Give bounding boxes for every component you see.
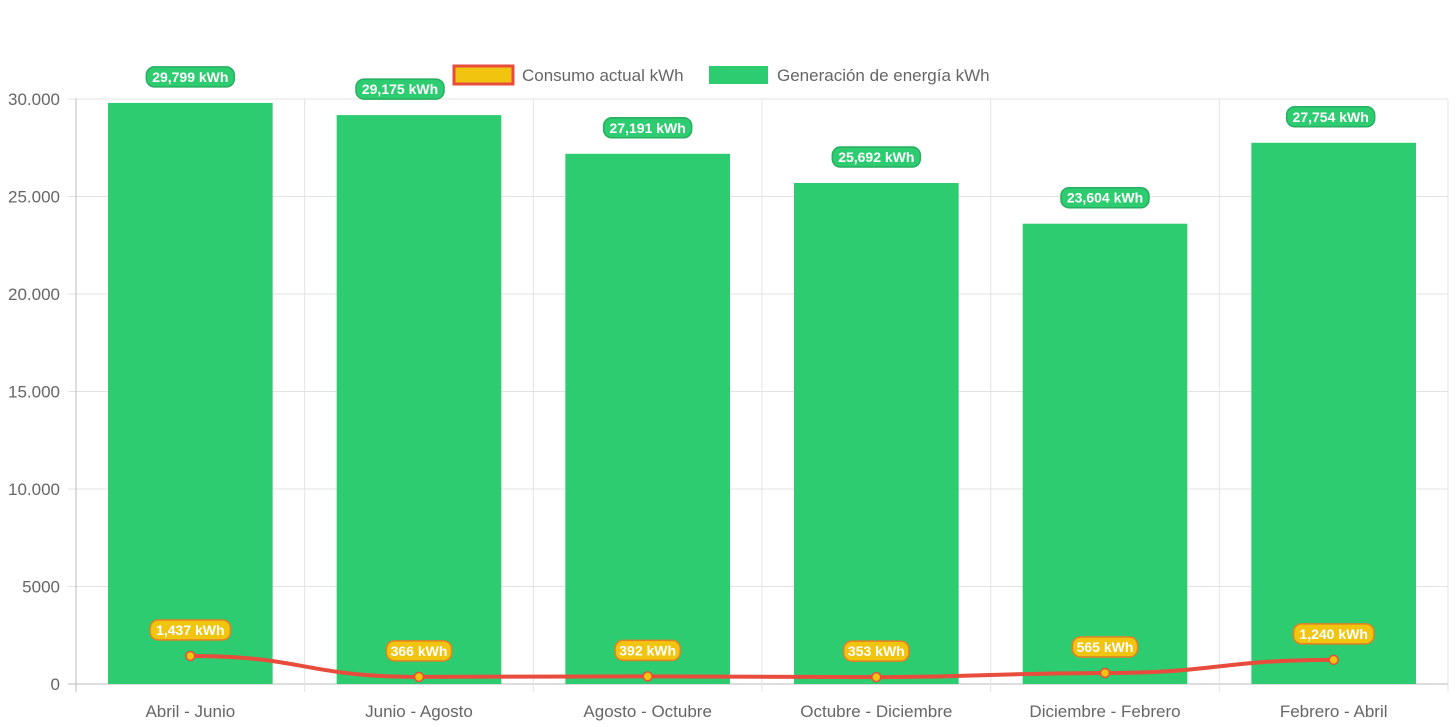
line-data-label-text: 565 kWh <box>1077 639 1134 655</box>
line-point[interactable] <box>185 650 196 662</box>
legend-item-generacion[interactable]: Generación de energía kWh <box>709 66 990 85</box>
bar-data-label: 23,604 kWh <box>1060 186 1150 209</box>
bar-data-label-bg <box>831 146 922 168</box>
y-tick-label: 15.000 <box>8 383 60 402</box>
line-data-label: 366 kWh <box>385 640 453 662</box>
bar-data-label-text: 27,191 kWh <box>610 120 686 136</box>
bar-data-label-bg <box>355 78 445 100</box>
y-tick-label: 5000 <box>22 578 60 597</box>
x-tick-label: Agosto - Octubre <box>583 702 712 721</box>
consumption-line <box>188 653 1336 680</box>
bar-data-label: 27,754 kWh <box>1285 106 1376 128</box>
bar-data-label-bg <box>145 66 236 88</box>
x-tick-label: Diciembre - Febrero <box>1029 702 1180 721</box>
bar-data-label: 29,799 kWh <box>145 66 236 88</box>
y-tick-label: 10.000 <box>8 480 60 499</box>
bar[interactable] <box>336 115 502 684</box>
bar-data-label-bg <box>602 117 693 139</box>
line-data-label-text: 1,240 kWh <box>1299 626 1367 642</box>
line-data-label-bg <box>1071 636 1139 658</box>
bar-data-label-text: 29,175 kWh <box>362 81 438 97</box>
x-tick-label: Febrero - Abril <box>1280 702 1388 721</box>
bar-data-label-text: 23,604 kWh <box>1067 190 1143 206</box>
bar[interactable] <box>1022 223 1188 685</box>
line-point[interactable] <box>1328 654 1339 666</box>
x-tick-label: Abril - Junio <box>145 702 235 721</box>
line-series <box>185 650 1339 683</box>
legend-item-consumo[interactable]: Consumo actual kWh <box>452 64 684 86</box>
bar-data-label-text: 27,754 kWh <box>1293 109 1369 125</box>
y-tick-label: 30.000 <box>8 90 60 109</box>
bar-data-label-bg <box>1060 186 1150 209</box>
legend-swatch-consumo <box>452 64 515 86</box>
bar-data-label: 25,692 kWh <box>831 146 922 168</box>
bar-data-label: 29,175 kWh <box>355 78 445 100</box>
y-axis: 0 5000 10.000 15.000 20.000 25.000 30.000 <box>8 90 60 694</box>
line-data-label: 392 kWh <box>614 639 682 662</box>
bar-series <box>108 102 1416 685</box>
legend-swatch-generacion <box>709 66 768 84</box>
x-tick-label: Junio - Agosto <box>365 702 473 721</box>
line-point[interactable] <box>413 671 425 683</box>
line-data-label: 1,437 kWh <box>149 619 232 641</box>
bar[interactable] <box>794 183 959 685</box>
bar[interactable] <box>565 153 730 684</box>
y-tick-label: 20.000 <box>8 285 60 304</box>
line-point[interactable] <box>871 671 882 683</box>
bar-data-label-bg <box>1285 106 1376 128</box>
line-point[interactable] <box>1099 667 1111 679</box>
line-data-label-text: 1,437 kWh <box>156 622 224 638</box>
y-tick-label: 25.000 <box>8 188 60 207</box>
bar-data-label-text: 25,692 kWh <box>838 149 914 165</box>
line-data-label-text: 366 kWh <box>391 643 448 659</box>
line-data-label: 565 kWh <box>1071 636 1139 658</box>
bar-data-label-text: 29,799 kWh <box>152 69 228 85</box>
line-data-label-bg <box>614 639 682 662</box>
line-data-label-text: 353 kWh <box>848 643 905 659</box>
line-data-label: 353 kWh <box>842 640 910 662</box>
line-data-label-bg <box>385 640 453 662</box>
line-data-label-text: 392 kWh <box>619 642 676 658</box>
grid <box>68 98 1449 692</box>
x-tick-label: Octubre - Diciembre <box>800 702 952 721</box>
legend: Consumo actual kWh Generación de energía … <box>452 64 990 86</box>
bar[interactable] <box>1251 142 1416 684</box>
legend-label-generacion: Generación de energía kWh <box>777 66 990 85</box>
y-tick-label: 0 <box>51 675 60 694</box>
line-point[interactable] <box>642 671 653 682</box>
line-data-label: 1,240 kWh <box>1292 623 1375 645</box>
data-labels: 29,799 kWh 29,175 kWh 27,191 kWh 25,692 kWh… <box>145 66 1376 662</box>
legend-label-consumo: Consumo actual kWh <box>522 66 684 85</box>
line-data-label-bg <box>1292 623 1375 645</box>
x-axis: Abril - Junio Junio - Agosto Agosto - Octu… <box>145 702 1387 721</box>
line-data-label-bg <box>842 640 910 662</box>
bar-data-label: 27,191 kWh <box>602 117 693 139</box>
bar[interactable] <box>108 102 273 685</box>
line-data-label-bg <box>149 619 232 641</box>
